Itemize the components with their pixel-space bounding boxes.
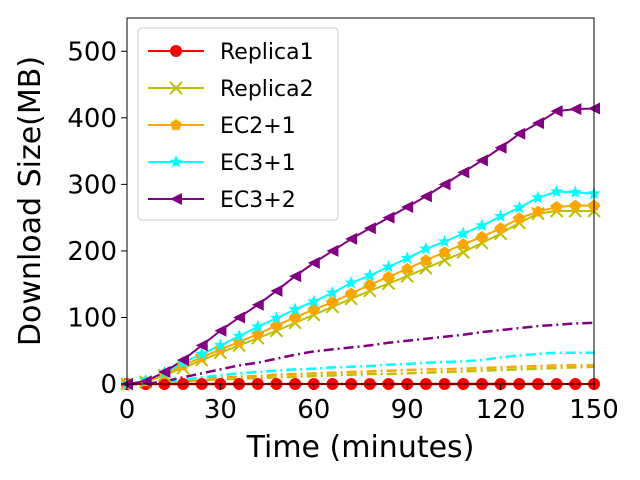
data-point-ec3-1 [232, 329, 246, 342]
data-point-ec3-1 [307, 294, 321, 308]
data-point-ec3-2 [494, 141, 507, 154]
legend-marker-replica2 [169, 81, 183, 95]
legend-marker-ec3-2 [170, 193, 182, 205]
data-point-ec2-1 [457, 238, 469, 250]
data-point-ec3-1 [195, 347, 209, 360]
data-point-ec3-1 [475, 218, 489, 232]
data-point-ec2-1 [382, 270, 395, 282]
x-tick-label: 120 [476, 395, 526, 425]
y-tick-label: 400 [67, 104, 117, 134]
data-point-ec3-2 [513, 127, 526, 140]
data-point-ec3-2 [214, 324, 227, 337]
data-point-ec3-2 [457, 166, 470, 179]
legend-label-replica1: Replica1 [220, 40, 314, 65]
data-point-ec3-1 [493, 209, 508, 222]
data-point-ec3-2 [195, 339, 208, 352]
data-point-ec2-1 [476, 230, 488, 242]
legend-box [137, 27, 339, 221]
y-tick-label: 300 [67, 170, 117, 200]
data-point-ec3-2 [233, 311, 246, 324]
data-point-ec3-1 [419, 241, 433, 255]
data-point-ec3-2 [326, 244, 339, 257]
data-point-ec3-1 [437, 234, 452, 248]
data-point-ec3-2 [401, 200, 414, 213]
data-point-ec3-1 [344, 275, 358, 289]
data-point-ec2-1 [569, 199, 582, 211]
data-point-ec3-2 [438, 178, 451, 191]
data-point-ec3-2 [307, 256, 320, 269]
y-axis-ticks: 0 100 200 300 400 500 [67, 37, 127, 400]
data-point-ec2-1 [401, 262, 413, 274]
legend-marker-ec3-1 [169, 155, 183, 168]
data-point-ec3-2 [531, 117, 544, 130]
data-point-ec3-2 [177, 354, 190, 367]
data-point-ec3-2 [550, 105, 563, 118]
data-point-ec3-2 [419, 190, 432, 203]
data-point-ec3-1 [363, 268, 377, 282]
data-point-ec3-1 [381, 259, 396, 273]
data-point-ec3-2 [382, 211, 395, 224]
x-tick-label: 60 [297, 395, 330, 425]
data-point-ec2-1 [345, 287, 357, 299]
data-point-ec3-1 [213, 338, 228, 352]
data-point-ec3-1 [269, 311, 284, 324]
data-point-ec2-1 [532, 205, 544, 217]
legend-label-ec3-1: EC3+1 [220, 151, 296, 176]
data-point-ec2-1 [494, 222, 507, 234]
legend-label-ec2-1: EC2+1 [220, 114, 296, 139]
x-tick-label: 150 [569, 395, 619, 425]
data-point-ec3-2 [251, 298, 264, 311]
data-point-ec3-1 [568, 185, 582, 199]
data-point-ec3-2 [345, 232, 358, 245]
plot-frame [126, 17, 595, 385]
data-point-ec3-1 [325, 285, 340, 299]
data-point-ec2-1 [326, 296, 339, 307]
data-point-ec2-1 [438, 246, 451, 258]
legend-marker-ec2-1 [170, 119, 182, 130]
data-point-ec3-2 [270, 284, 283, 297]
x-tick-label: 30 [204, 395, 237, 425]
data-point-ec2-1 [550, 200, 563, 212]
x-axis-ticks: 0 30 60 90 120 150 [119, 384, 619, 425]
y-tick-label: 0 [100, 370, 117, 400]
x-tick-label: 0 [119, 395, 136, 425]
y-tick-label: 200 [67, 237, 117, 267]
data-point-ec3-2 [475, 154, 488, 167]
data-point-replica2 [419, 261, 433, 275]
series-line-dashdot-ec3-1 [127, 351, 594, 386]
data-point-ec2-1 [420, 254, 432, 266]
legend-label-ec3-2: EC3+2 [220, 188, 296, 213]
x-axis-label: Time (minutes) [246, 430, 475, 465]
data-point-replica2 [437, 253, 452, 267]
data-point-ec3-1 [549, 184, 564, 198]
legend-label-replica2: Replica2 [220, 77, 314, 102]
legend: Replica1 Replica2 EC2+1 EC3+1 EC3+2 [137, 27, 339, 221]
y-tick-label: 100 [67, 303, 117, 333]
y-tick-label: 500 [67, 37, 117, 67]
data-point-ec2-1 [513, 212, 525, 224]
y-axis-label: Download Size(MB) [13, 56, 48, 346]
legend-marker-replica1 [170, 45, 182, 57]
data-point-ec3-1 [531, 190, 545, 204]
data-point-ec2-1 [364, 278, 376, 290]
data-point-ec3-1 [400, 251, 414, 264]
data-point-replica2 [456, 245, 470, 259]
data-point-ec3-2 [569, 103, 582, 116]
data-point-ec3-2 [158, 366, 171, 379]
data-point-ec3-2 [363, 222, 376, 235]
data-point-ec3-1 [251, 319, 265, 333]
data-point-ec3-1 [288, 302, 302, 316]
data-point-ec3-2 [289, 270, 302, 283]
x-tick-label: 90 [391, 395, 424, 425]
data-point-ec3-1 [512, 200, 526, 214]
data-point-ec3-1 [456, 226, 470, 240]
series-line-dashdot-ec2-1 [127, 364, 594, 386]
series-line-dashdot-replica2 [127, 365, 595, 386]
